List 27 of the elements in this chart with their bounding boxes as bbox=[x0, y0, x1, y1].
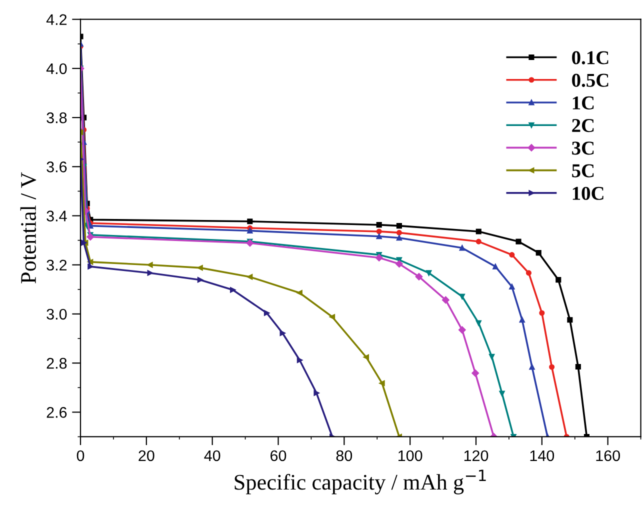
x-tick-label: 20 bbox=[138, 450, 154, 462]
x-tick-label: 80 bbox=[336, 450, 352, 462]
legend-label: 0.1C bbox=[572, 51, 608, 64]
y-tick-label: 3.6 bbox=[46, 162, 67, 172]
x-tick-label: 120 bbox=[464, 450, 488, 462]
legend-label: 10C bbox=[572, 186, 604, 200]
x-tick-label: 160 bbox=[596, 450, 620, 462]
y-tick-label: 2.8 bbox=[46, 358, 67, 369]
legend-label: 3C bbox=[572, 142, 594, 155]
x-tick-label: 40 bbox=[204, 450, 220, 462]
legend-label: 2C bbox=[572, 119, 594, 132]
y-tick-label: 4.0 bbox=[46, 63, 67, 74]
y-tick-label: 4.2 bbox=[46, 14, 67, 25]
y-tick-label: 3.0 bbox=[46, 308, 67, 320]
y-tick-label: 3.4 bbox=[46, 210, 67, 222]
x-tick-label: 60 bbox=[270, 450, 286, 462]
x-tick-label: 100 bbox=[398, 450, 422, 462]
legend-label: 5C bbox=[572, 164, 594, 178]
legend-label: 1C bbox=[572, 96, 594, 110]
y-axis-title: Potential / V bbox=[20, 172, 36, 284]
x-tick-label: 0 bbox=[76, 450, 84, 462]
y-tick-label: 3.8 bbox=[46, 112, 67, 124]
y-tick-label: 2.6 bbox=[46, 407, 67, 418]
x-tick-label: 140 bbox=[530, 450, 554, 462]
legend-label: 0.5C bbox=[572, 74, 608, 87]
y-tick-label: 3.2 bbox=[46, 260, 67, 271]
x-axis-title: Specific capacity / mAh g$^{−1}$ bbox=[234, 470, 486, 494]
